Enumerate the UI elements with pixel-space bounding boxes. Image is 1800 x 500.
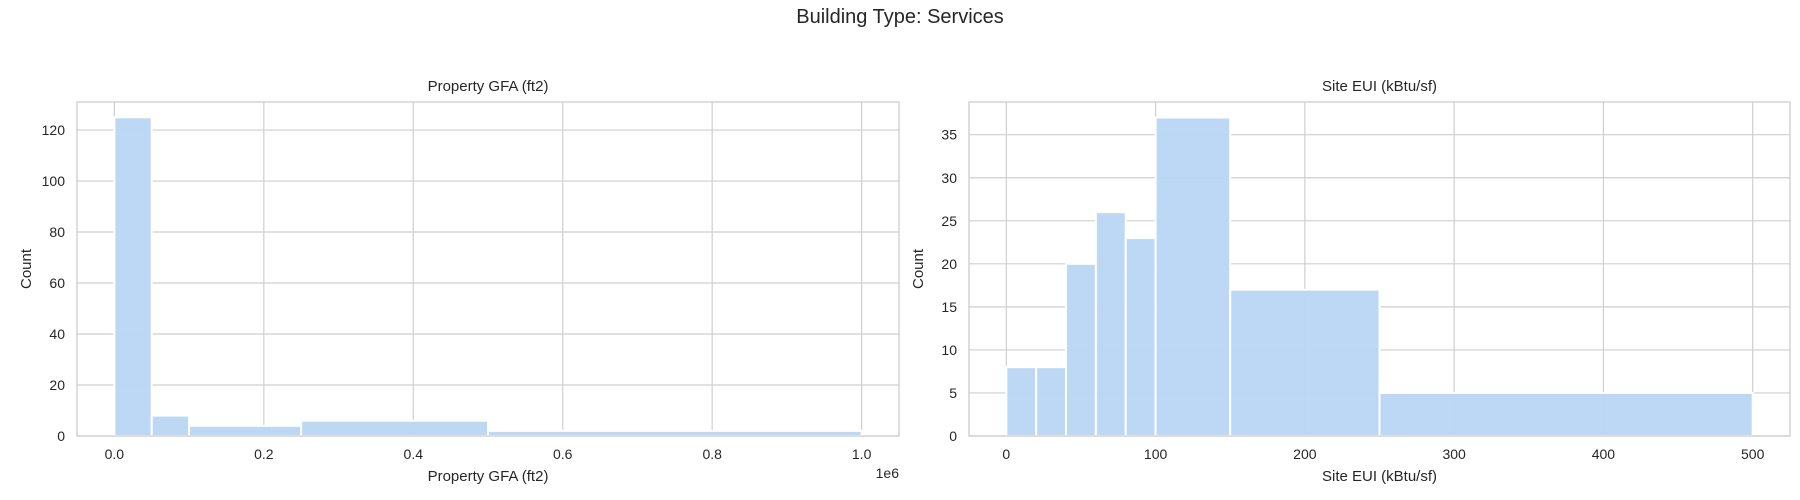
x-axis-label: Property GFA (ft2) (428, 468, 549, 485)
axes-frame (76, 101, 900, 437)
y-tick-label: 120 (42, 122, 66, 138)
y-tick-label: 80 (49, 224, 65, 240)
y-tick-label: 0 (949, 428, 957, 444)
x-tick-label: 300 (1442, 446, 1466, 462)
x-tick-label: 0.2 (254, 446, 274, 462)
histogram-bar (1065, 262, 1097, 437)
histogram-bar (1229, 288, 1381, 437)
histogram-bar (1154, 116, 1232, 437)
x-tick-label: 400 (1592, 446, 1616, 462)
y-tick-label: 20 (941, 256, 957, 272)
axes-frame (968, 101, 1791, 437)
x-tick-label: 1.0 (852, 446, 872, 462)
y-tick-label: 25 (941, 213, 957, 229)
x-tick-label: 0.0 (105, 446, 125, 462)
histogram-bar (1094, 211, 1127, 437)
y-tick-label: 10 (941, 342, 957, 358)
histogram-bar (1378, 391, 1754, 438)
x-tick-label: 0.8 (702, 446, 722, 462)
y-tick-label: 40 (49, 326, 65, 342)
y-tick-label: 15 (941, 299, 957, 315)
y-tick-label: 0 (57, 428, 65, 444)
y-tick-label: 100 (42, 173, 66, 189)
y-tick-label: 5 (949, 385, 957, 401)
y-axis-label: Count (18, 248, 35, 289)
y-tick-label: 35 (941, 127, 957, 143)
x-tick-label: 200 (1293, 446, 1317, 462)
y-axis-label: Count (910, 248, 927, 289)
y-tick-label: 20 (49, 377, 65, 393)
histogram-bar (113, 116, 153, 438)
histogram-bar (487, 429, 863, 437)
y-tick-label: 60 (49, 275, 65, 291)
x-tick-label: 100 (1144, 446, 1168, 462)
axes-title: Property GFA (ft2) (428, 78, 549, 95)
x-tick-label: 0 (1002, 446, 1010, 462)
histogram-bar (1124, 237, 1157, 437)
figure-title: Building Type: Services (796, 6, 1004, 28)
x-tick-label: 500 (1741, 446, 1765, 462)
x-axis-label: Site EUI (kBtu/sf) (1322, 468, 1437, 485)
histogram-bar (150, 414, 191, 438)
histogram-bar (300, 419, 489, 438)
x-tick-label: 0.4 (404, 446, 424, 462)
axes-title: Site EUI (kBtu/sf) (1322, 78, 1437, 95)
histogram-bar (1005, 366, 1038, 438)
y-tick-label: 30 (941, 170, 957, 186)
x-tick-label: 0.6 (553, 446, 573, 462)
x-axis-offset-label: 1e6 (876, 465, 900, 481)
histogram-bar (188, 424, 303, 437)
histogram-bar (1035, 366, 1068, 438)
